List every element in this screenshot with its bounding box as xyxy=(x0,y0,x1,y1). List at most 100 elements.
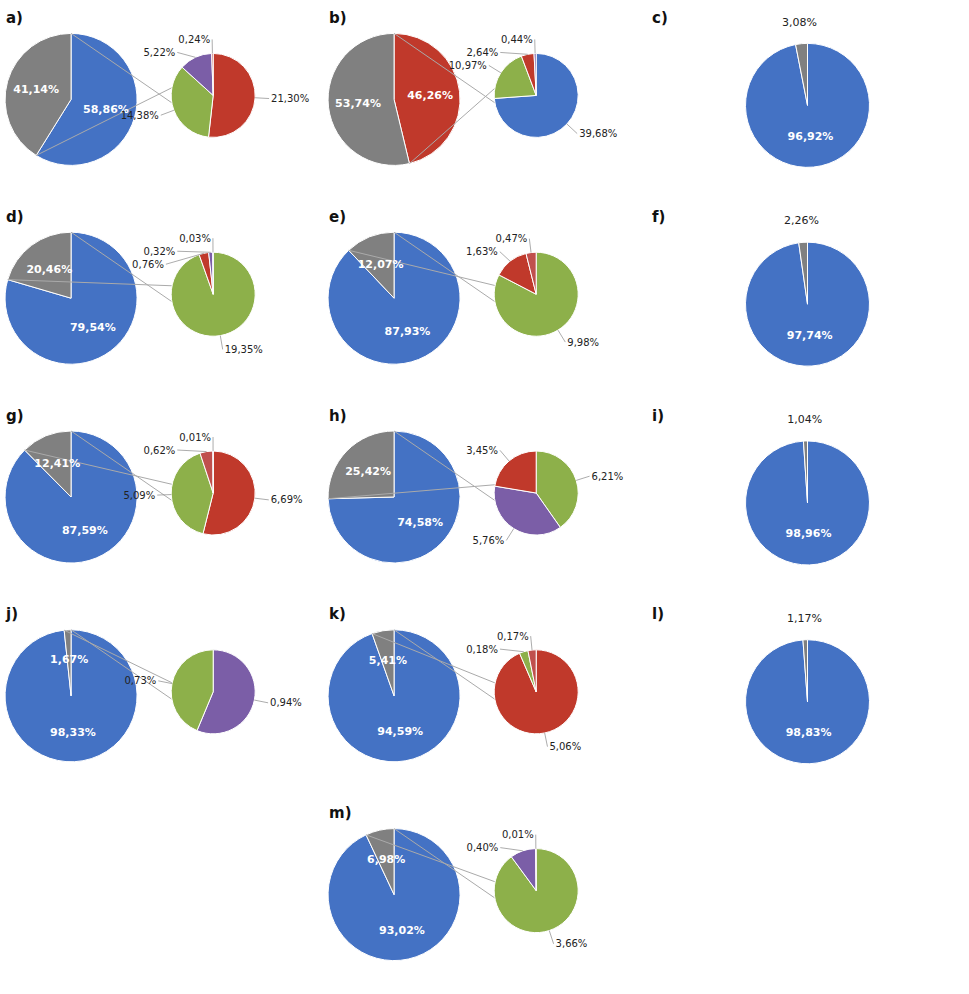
data-label: 39,68% xyxy=(579,128,617,139)
data-label: 6,98% xyxy=(367,853,405,866)
connector-line xyxy=(8,280,174,286)
leader-line xyxy=(535,835,536,849)
chart-title: m) xyxy=(329,804,352,822)
data-label: 10,97% xyxy=(449,60,487,71)
pie-chart: k)94,59%5,41%0,17%0,18%5,06% xyxy=(328,605,581,761)
data-label: 74,58% xyxy=(397,516,443,529)
pie-slice xyxy=(171,650,213,731)
connector-line xyxy=(394,33,496,103)
pie-slice xyxy=(209,53,256,137)
pie-slice xyxy=(5,33,71,155)
leader-line xyxy=(558,330,565,342)
pie-chart: l)98,83%1,17% xyxy=(652,605,870,763)
connector-line xyxy=(71,431,173,501)
leader-line xyxy=(177,251,210,252)
leader-line xyxy=(166,253,204,264)
pie-slice xyxy=(212,252,213,294)
chart-title: b) xyxy=(329,9,347,27)
data-label: 25,42% xyxy=(345,465,391,478)
data-label: 0,24% xyxy=(178,34,210,45)
leader-line xyxy=(254,700,268,703)
data-label: 0,44% xyxy=(501,34,533,45)
pie-chart: g)87,59%12,41%0,01%0,62%5,09%6,69% xyxy=(5,407,302,563)
pie-slice xyxy=(746,43,870,167)
pie-slice xyxy=(521,53,536,95)
pie-slice xyxy=(803,441,807,503)
data-label: 97,74% xyxy=(787,329,833,342)
pie-chart: a)58,86%41,14%0,24%5,22%14,38%21,30% xyxy=(5,9,309,165)
leader-line xyxy=(567,124,577,134)
connector-line xyxy=(394,630,496,700)
data-label: 5,22% xyxy=(144,47,176,58)
data-label: 0,01% xyxy=(502,829,534,840)
data-label: 98,83% xyxy=(786,726,832,739)
data-label: 94,59% xyxy=(377,725,423,738)
leader-line xyxy=(157,494,171,496)
pie-slice xyxy=(494,650,578,734)
connector-line xyxy=(394,232,496,302)
chart-title: e) xyxy=(329,208,346,226)
chart-title: a) xyxy=(6,9,23,27)
pie-slice xyxy=(328,431,394,499)
leader-line xyxy=(500,450,509,461)
data-label: 53,74% xyxy=(335,97,381,110)
pie-slice xyxy=(535,849,537,891)
connector-line xyxy=(71,232,173,302)
chart-title: f) xyxy=(652,208,665,226)
leader-line xyxy=(500,848,522,851)
pie-chart: f)97,74%2,26% xyxy=(652,208,870,366)
pie-slice xyxy=(528,650,536,692)
pie-slice xyxy=(212,451,213,493)
data-label: 0,73% xyxy=(124,675,156,686)
data-label: 87,93% xyxy=(385,325,431,338)
chart-title: j) xyxy=(5,605,18,623)
leader-line xyxy=(212,238,213,252)
data-label: 3,08% xyxy=(782,16,817,29)
data-label: 98,33% xyxy=(50,726,96,739)
pie-slice xyxy=(796,43,808,105)
data-label: 1,63% xyxy=(466,246,498,257)
pie-slice xyxy=(494,486,560,535)
pie-slice xyxy=(534,53,536,95)
pie-slice xyxy=(212,53,214,95)
leader-line xyxy=(576,476,589,480)
data-label: 87,59% xyxy=(62,524,108,537)
data-label: 5,41% xyxy=(369,654,407,667)
pie-chart: j)98,33%1,67%0,73%0,94% xyxy=(5,605,302,761)
data-label: 46,26% xyxy=(407,89,453,102)
pie-slice xyxy=(5,232,137,364)
data-label: 0,40% xyxy=(467,842,499,853)
data-label: 12,41% xyxy=(34,457,80,470)
connector-line xyxy=(71,33,173,103)
figure: a)58,86%41,14%0,24%5,22%14,38%21,30%b)46… xyxy=(0,0,969,994)
pie-slice xyxy=(511,849,536,891)
pie-slice xyxy=(746,640,870,764)
data-label: 3,45% xyxy=(466,445,498,456)
pie-chart: m)93,02%6,98%0,01%0,40%3,66% xyxy=(328,804,587,960)
pie-slice xyxy=(328,630,460,762)
data-label: 3,66% xyxy=(556,938,588,949)
leader-line xyxy=(255,97,269,99)
data-label: 41,14% xyxy=(13,83,59,96)
leader-line xyxy=(158,681,172,684)
data-label: 14,38% xyxy=(121,110,159,121)
pie-slice xyxy=(200,451,213,493)
leader-line xyxy=(177,450,206,452)
connector-line xyxy=(394,431,496,501)
data-label: 96,92% xyxy=(788,130,834,143)
pie-slice xyxy=(526,252,536,294)
data-label: 0,94% xyxy=(270,697,302,708)
data-label: 0,32% xyxy=(144,246,176,257)
data-label: 6,21% xyxy=(592,471,624,482)
leader-line xyxy=(531,636,532,650)
pie-slice xyxy=(182,53,213,95)
pie-slice xyxy=(209,252,214,294)
data-label: 21,30% xyxy=(271,93,309,104)
leader-line xyxy=(534,39,535,53)
data-label: 1,04% xyxy=(787,413,822,426)
chart-title: i) xyxy=(652,407,664,425)
leader-line xyxy=(489,65,501,72)
pie-slice xyxy=(328,829,460,961)
leader-line xyxy=(255,498,269,500)
leader-line xyxy=(500,252,510,262)
